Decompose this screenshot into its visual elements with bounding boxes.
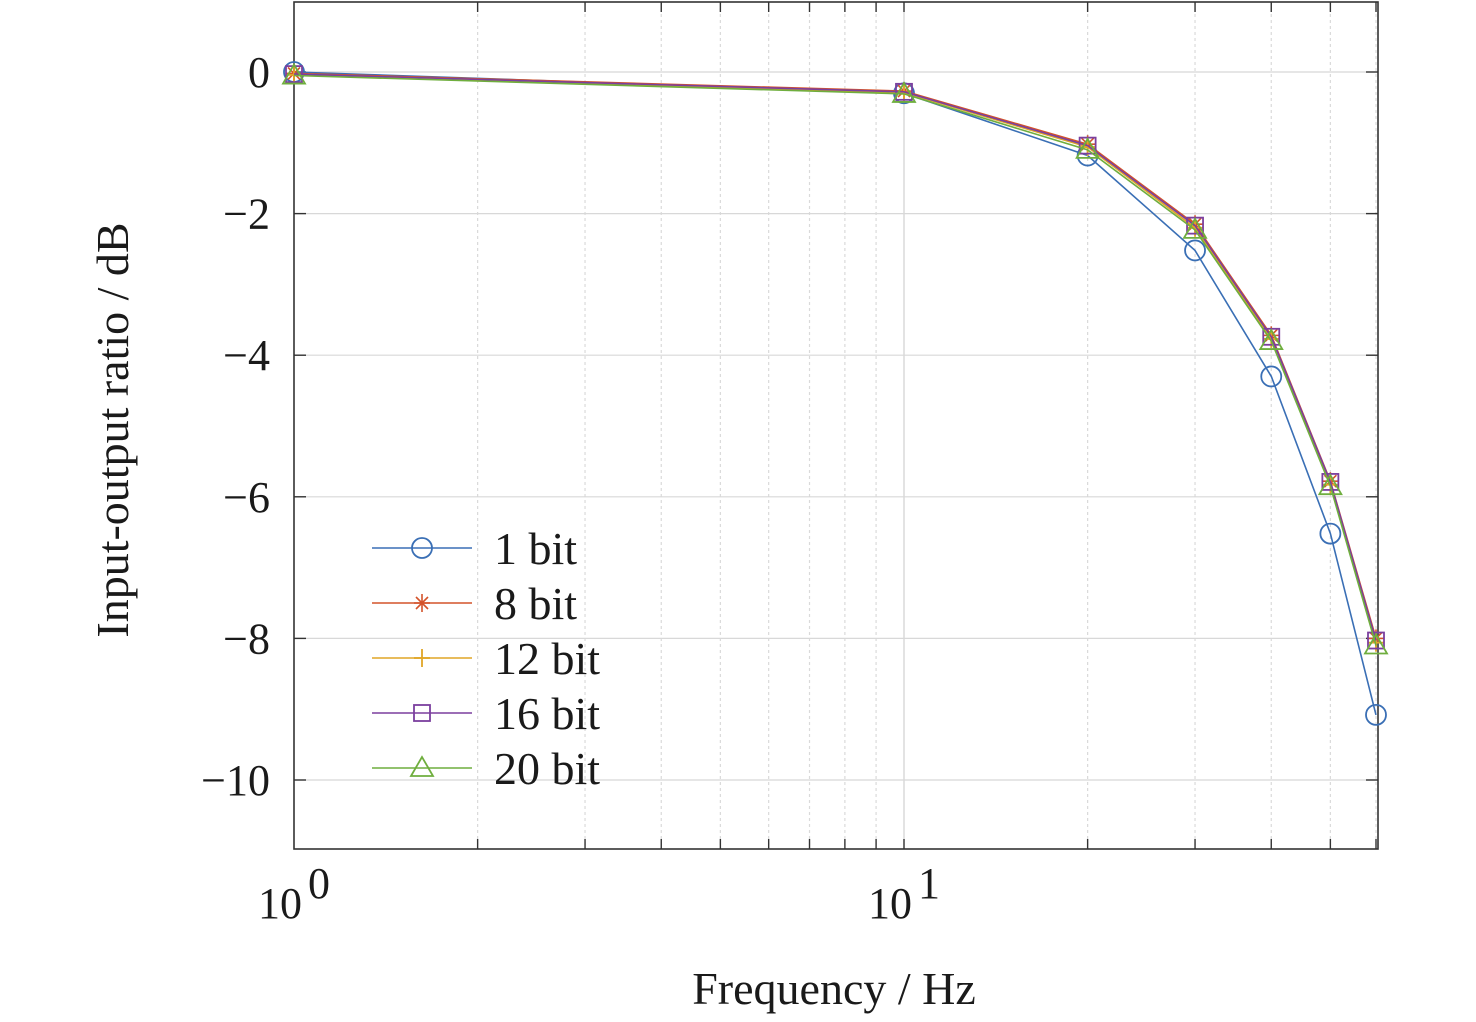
data-point [411, 537, 433, 559]
data-point [1363, 632, 1389, 655]
series-line [293, 72, 1377, 639]
legend-label: 1 bit [494, 523, 577, 574]
legend-item: 1 bit [372, 523, 577, 574]
series-12-bit [286, 65, 1384, 652]
series-1-bit [283, 61, 1387, 726]
data-point [1184, 239, 1206, 262]
x-tick-label: 10 [258, 879, 302, 928]
x-tick-label: 10 [868, 879, 912, 928]
legend-label: 16 bit [494, 688, 600, 739]
y-tick-label: −8 [223, 614, 270, 663]
series-line [293, 73, 1377, 641]
legend-item: 20 bit [372, 743, 600, 794]
y-axis-title: Input-output ratio / dB [87, 222, 138, 637]
y-tick-label: −4 [223, 331, 270, 380]
series-8-bit [286, 64, 1384, 648]
series-line [293, 74, 1377, 646]
data-point [1182, 217, 1208, 239]
data-point [1260, 365, 1283, 388]
series-16-bit [285, 65, 1385, 650]
data-point [1317, 473, 1343, 496]
y-tick-label: −10 [201, 756, 270, 805]
x-axis-title: Frequency / Hz [692, 963, 976, 1014]
legend-item: 12 bit [372, 633, 600, 684]
data-point [891, 81, 917, 103]
data-point [1258, 328, 1284, 350]
legend-label: 8 bit [494, 578, 577, 629]
legend-label: 12 bit [494, 633, 600, 684]
data-point [1075, 137, 1101, 159]
series-20-bit [281, 62, 1389, 655]
plot-frame [293, 1, 1379, 850]
data-point [414, 649, 430, 667]
data-point [414, 594, 430, 612]
x-tick-exponent: 1 [918, 859, 940, 908]
y-tick-label: 0 [248, 48, 270, 97]
legend-item: 8 bit [372, 578, 577, 629]
legend-label: 20 bit [494, 743, 600, 794]
data-point [281, 62, 307, 85]
data-point [1319, 522, 1342, 545]
series-line [293, 74, 1377, 643]
data-point [1365, 703, 1387, 726]
data-point [409, 755, 435, 777]
grid [294, 2, 1378, 849]
series-line [293, 71, 1377, 716]
series-layer [281, 61, 1389, 726]
axis-ticks [294, 2, 1378, 849]
x-tick-exponent: 0 [308, 859, 330, 908]
legend-item: 16 bit [372, 688, 600, 739]
data-point [413, 704, 431, 722]
y-tick-label: −2 [223, 190, 270, 239]
y-tick-label: −6 [223, 473, 270, 522]
data-point [1367, 631, 1385, 650]
